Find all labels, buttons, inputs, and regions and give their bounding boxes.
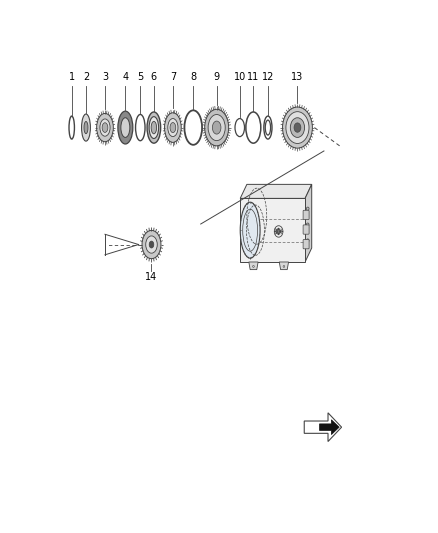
Ellipse shape: [165, 113, 181, 142]
Ellipse shape: [208, 115, 225, 141]
Ellipse shape: [100, 119, 110, 136]
Ellipse shape: [240, 202, 260, 258]
Ellipse shape: [286, 112, 309, 143]
Ellipse shape: [170, 123, 176, 133]
Text: 14: 14: [145, 272, 158, 282]
Text: 11: 11: [247, 72, 259, 83]
Text: 7: 7: [170, 72, 176, 83]
Ellipse shape: [212, 121, 221, 134]
Text: 12: 12: [262, 72, 274, 83]
Ellipse shape: [307, 223, 309, 226]
Ellipse shape: [307, 207, 309, 210]
Ellipse shape: [81, 114, 90, 141]
Text: 4: 4: [122, 72, 128, 83]
Ellipse shape: [307, 239, 309, 242]
Ellipse shape: [97, 114, 113, 142]
Ellipse shape: [283, 107, 312, 148]
Ellipse shape: [121, 118, 130, 138]
Ellipse shape: [149, 117, 159, 139]
Ellipse shape: [84, 122, 88, 134]
Ellipse shape: [102, 123, 108, 132]
Polygon shape: [240, 184, 312, 198]
FancyBboxPatch shape: [303, 225, 309, 234]
Text: 10: 10: [233, 72, 246, 83]
Ellipse shape: [146, 236, 157, 253]
Text: 13: 13: [291, 72, 304, 83]
Ellipse shape: [294, 123, 301, 132]
Text: 6: 6: [151, 72, 157, 83]
Polygon shape: [249, 262, 258, 270]
Ellipse shape: [142, 230, 161, 259]
Text: 9: 9: [214, 72, 220, 83]
Ellipse shape: [290, 118, 304, 138]
Ellipse shape: [168, 118, 178, 136]
Text: 2: 2: [83, 72, 89, 83]
Text: 8: 8: [190, 72, 196, 83]
Ellipse shape: [151, 122, 156, 134]
Ellipse shape: [147, 112, 161, 143]
Text: 3: 3: [102, 72, 108, 83]
FancyBboxPatch shape: [303, 239, 309, 249]
FancyBboxPatch shape: [303, 211, 309, 220]
Ellipse shape: [205, 109, 229, 146]
Polygon shape: [279, 262, 289, 270]
Polygon shape: [305, 184, 312, 262]
Polygon shape: [320, 420, 339, 434]
Text: 1: 1: [69, 72, 75, 83]
Polygon shape: [240, 198, 305, 262]
Text: 5: 5: [137, 72, 143, 83]
Ellipse shape: [118, 111, 133, 144]
Ellipse shape: [149, 241, 154, 248]
